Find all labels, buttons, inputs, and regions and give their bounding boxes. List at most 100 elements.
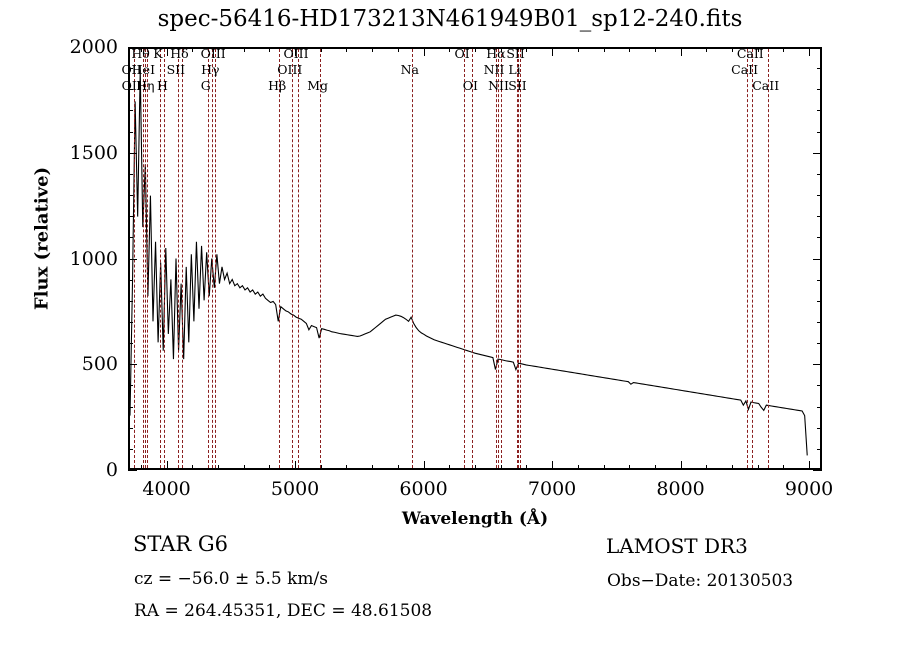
spectral-line-label: OII [121,78,142,93]
spectral-line-label: Mg [307,78,328,93]
spectral-line-label: CaII [736,46,764,61]
y-tick-right [813,470,822,471]
spectral-line-label: Hη [136,78,155,93]
x-tick-top [397,47,399,52]
spectral-line-marker [517,49,519,468]
x-tick-top [757,47,759,52]
spectral-line-marker [215,49,217,468]
spectral-line-marker [496,49,497,468]
spectral-line-label: K [153,46,163,61]
x-tick-top [269,47,271,52]
spectral-line-label: NII [483,62,505,77]
x-tick [295,461,297,470]
x-tick-top [423,47,425,56]
y-tick-label: 2000 [69,36,118,58]
y-tick [128,131,133,133]
x-tick-top [629,47,631,52]
y-tick-right [817,343,822,345]
spectral-line-label: G [200,78,211,93]
y-tick-right [813,47,822,48]
spectral-line-marker [519,49,521,468]
y-tick-right [813,364,822,366]
x-tick-top [192,47,194,52]
x-tick-top [475,47,476,52]
page-title: spec-56416-HD173213N461949B01_sp12-240.f… [157,6,743,32]
y-tick-right [817,300,822,302]
x-tick-label: 7000 [527,478,577,500]
x-tick-label: 6000 [399,478,448,500]
x-tick [140,465,142,470]
y-tick [128,448,133,450]
x-tick-top [732,47,734,52]
spectral-line-marker [177,49,179,468]
x-tick [217,465,219,470]
spectral-line-marker [291,49,293,468]
y-tick-right [817,427,822,429]
y-tick [128,321,133,323]
x-tick [475,465,476,470]
spectral-line-label: H [156,78,168,93]
spectral-line-label: OIII [283,46,309,61]
x-tick [243,465,245,470]
x-tick [732,465,734,470]
y-tick [128,110,133,112]
y-tick [128,216,133,218]
spectral-line-label: Na [400,62,419,77]
spectral-line-marker [142,49,144,468]
spectral-line-marker [472,49,474,468]
x-tick-label: 5000 [270,478,320,500]
spectral-line-label: HeI [131,62,156,77]
spectral-line-marker [752,49,754,468]
x-tick [397,465,399,470]
x-axis-title: Wavelength (Å) [401,509,549,529]
y-tick-right [817,89,822,91]
y-tick [128,47,137,48]
x-tick-top [552,47,554,56]
spectral-line-label: Hβ [268,78,287,93]
spectrum-trace [130,69,808,456]
spectral-line-marker [767,49,769,468]
x-tick-label: 9000 [784,478,834,500]
spectral-line-label: Hθ [131,46,150,61]
spectrum-svg [130,69,808,456]
y-tick-label: 1500 [69,141,118,164]
spectral-line-marker [145,49,147,468]
x-tick-top [783,47,785,52]
y-tick-label: 0 [105,459,118,481]
x-tick-top [654,47,656,52]
y-tick [128,427,133,429]
x-tick [552,461,554,470]
y-tick-right [813,152,822,154]
spectral-line-marker [212,49,214,468]
x-tick-top [320,47,322,52]
spectral-line-marker [207,49,209,468]
x-tick-top [243,47,245,52]
x-tick [629,465,631,470]
y-tick-right [817,195,822,197]
x-tick [500,465,502,470]
y-tick-right [817,237,822,239]
x-tick [166,461,168,470]
x-tick [809,461,811,470]
x-tick-top [140,47,142,52]
x-tick [423,461,425,470]
spectral-line-marker [497,49,499,468]
y-tick-right [817,385,822,387]
x-tick-top [295,47,297,56]
spectral-line-marker [464,49,466,468]
y-tick-right [817,68,822,70]
spectral-line-marker [147,49,149,468]
x-tick [346,465,348,470]
x-tick-top [346,47,348,52]
spectral-line-marker [516,49,518,468]
y-tick-right [817,131,822,133]
spectral-line-marker [279,49,281,468]
spectral-line-marker [746,49,748,468]
spectral-line-label: Hδ [170,46,189,61]
spectral-line-marker [159,49,161,468]
x-tick-top [706,47,708,52]
spectral-line-marker [500,49,502,468]
x-tick [783,465,785,470]
obs-date-label: Obs−Date: 20130503 [607,571,794,591]
